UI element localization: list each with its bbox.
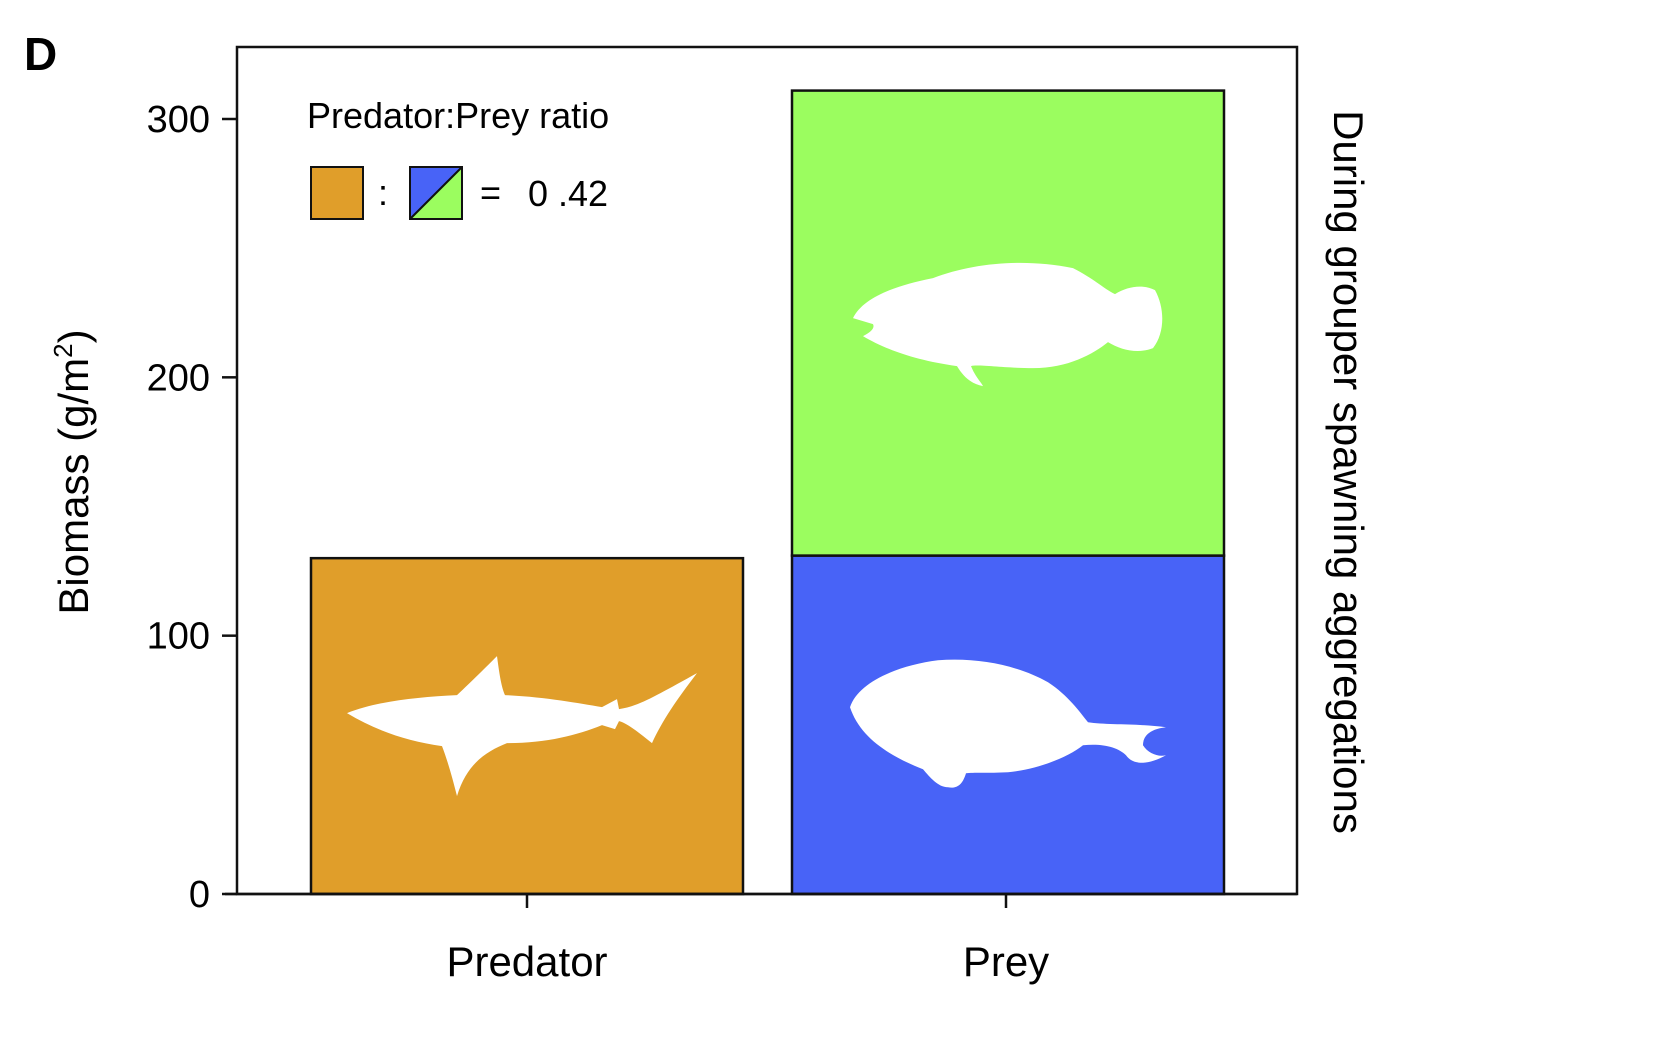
x-axis: Predator Prey — [446, 894, 1049, 985]
y-tick-label: 200 — [147, 357, 210, 399]
legend-predator-swatch — [310, 166, 364, 220]
legend-ratio-value: 0 .42 — [528, 173, 608, 214]
y-axis: 0 100 200 300 — [147, 99, 237, 916]
y-axis-title: Biomass (g/m2) — [48, 329, 97, 614]
y-tick-label: 0 — [189, 874, 210, 916]
legend-colon: : — [378, 172, 388, 213]
legend-title: Predator:Prey ratio — [307, 95, 609, 136]
legend: Predator:Prey ratio : = 0 .42 — [307, 95, 609, 220]
condition-label: During grouper spawning aggregations — [1325, 110, 1372, 834]
legend-prey-swatch — [409, 166, 463, 220]
x-tick-label-predator: Predator — [446, 938, 607, 985]
legend-equals: = — [480, 172, 501, 213]
y-tick-label: 300 — [147, 99, 210, 141]
x-tick-label-prey: Prey — [963, 938, 1049, 985]
panel-label: D — [24, 28, 57, 80]
y-tick-label: 100 — [147, 616, 210, 658]
bars — [309, 89, 1226, 896]
